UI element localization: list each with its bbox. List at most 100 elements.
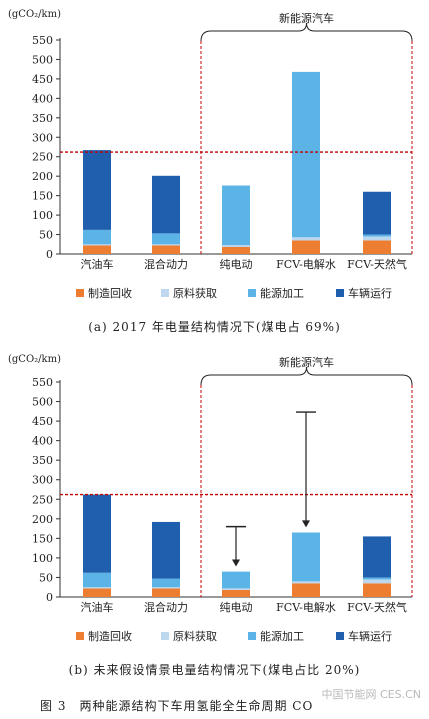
y-tick-label: 500 <box>32 396 53 409</box>
y-tick-label: 250 <box>32 151 53 164</box>
bar-segment <box>83 572 111 588</box>
bar-segment <box>83 150 111 230</box>
y-axis-label: (gCO₂/km) <box>8 354 61 365</box>
x-tick-label: FCV-天然气 <box>347 600 407 614</box>
x-tick-label: FCV-电解水 <box>276 257 336 271</box>
legend-swatch <box>336 289 344 297</box>
x-tick-label: 混合动力 <box>144 600 188 614</box>
bar-segment <box>152 521 180 579</box>
bar-segment <box>83 494 111 573</box>
bar-segment <box>363 240 391 254</box>
bar-segment <box>363 234 391 237</box>
bar-segment <box>83 229 111 245</box>
legend-label: 车辆运行 <box>348 629 392 643</box>
legend-label: 制造回收 <box>88 286 132 300</box>
bar-segment <box>292 581 320 584</box>
ev-group-bracket <box>200 22 413 42</box>
y-axis-label: (gCO₂/km) <box>8 9 61 20</box>
bar-segment <box>363 579 391 584</box>
x-tick-label: FCV-电解水 <box>276 600 336 614</box>
bar-segment <box>83 588 111 597</box>
arrow-head <box>232 559 240 567</box>
bar-segment <box>222 589 250 597</box>
y-tick-label: 450 <box>32 415 53 428</box>
bar-segment <box>222 185 250 246</box>
watermark: 中国节能网 CES.CN <box>321 688 421 701</box>
y-tick-label: 300 <box>32 474 53 487</box>
ev-group-label: 新能源汽车 <box>279 11 334 25</box>
bar-segment <box>83 244 111 246</box>
legend-label: 原料获取 <box>173 286 217 300</box>
bar-segment <box>222 571 250 589</box>
y-tick-label: 0 <box>46 248 53 261</box>
x-tick-label: 混合动力 <box>144 257 188 271</box>
caption-b: (b) 未来假设情景电量结构情况下(煤电占比 20%) <box>68 663 361 677</box>
bar-segment <box>83 245 111 254</box>
x-tick-label: 汽油车 <box>81 600 114 614</box>
y-tick-label: 350 <box>32 112 53 125</box>
legend-swatch <box>161 632 169 640</box>
legend-swatch <box>76 632 84 640</box>
ev-group-label: 新能源汽车 <box>279 355 334 369</box>
y-tick-label: 400 <box>32 92 53 105</box>
bar-segment <box>222 588 250 590</box>
legend-label: 车辆运行 <box>348 286 392 300</box>
y-tick-label: 450 <box>32 73 53 86</box>
y-tick-label: 100 <box>32 209 53 222</box>
ev-group-box <box>200 41 413 254</box>
bar-segment <box>152 588 180 597</box>
legend-label: 原料获取 <box>173 629 217 643</box>
bar-segment <box>363 236 391 241</box>
bar-segment <box>152 245 180 254</box>
y-tick-label: 550 <box>32 34 53 47</box>
legend-swatch <box>76 289 84 297</box>
bar-segment <box>222 245 250 247</box>
bar-segment <box>292 71 320 238</box>
y-tick-label: 50 <box>39 571 53 584</box>
y-tick-label: 500 <box>32 53 53 66</box>
y-tick-label: 200 <box>32 170 53 183</box>
legend-label: 能源加工 <box>260 629 304 643</box>
y-tick-label: 300 <box>32 131 53 144</box>
bar-segment <box>83 587 111 589</box>
x-tick-label: 汽油车 <box>81 257 114 271</box>
bar-segment <box>152 233 180 245</box>
bar-segment <box>222 246 250 254</box>
bar-segment <box>292 240 320 254</box>
x-tick-label: 纯电动 <box>220 601 253 614</box>
legend-swatch <box>248 289 256 297</box>
y-tick-label: 100 <box>32 552 53 565</box>
ev-group-bracket <box>200 366 413 386</box>
y-tick-label: 550 <box>32 376 53 389</box>
bar-segment <box>292 532 320 582</box>
bar-segment <box>152 175 180 234</box>
bar-segment <box>363 577 391 580</box>
y-tick-label: 0 <box>46 591 53 604</box>
y-tick-label: 400 <box>32 435 53 448</box>
legend-label: 能源加工 <box>260 286 304 300</box>
x-tick-label: 纯电动 <box>220 258 253 271</box>
bar-segment <box>152 587 180 589</box>
y-tick-label: 250 <box>32 493 53 506</box>
y-tick-label: 350 <box>32 454 53 467</box>
figure-caption: 图 3 两种能源结构下车用氢能全生命周期 CO <box>40 699 314 713</box>
bar-segment <box>292 237 320 241</box>
bar-segment <box>363 536 391 578</box>
y-tick-label: 150 <box>32 190 53 203</box>
legend-swatch <box>336 632 344 640</box>
x-tick-label: FCV-天然气 <box>347 257 407 271</box>
legend-label: 制造回收 <box>88 629 132 643</box>
arrow-head <box>302 520 310 528</box>
y-tick-label: 200 <box>32 513 53 526</box>
legend-swatch <box>248 632 256 640</box>
y-tick-label: 50 <box>39 229 53 242</box>
bar-segment <box>292 583 320 597</box>
legend-swatch <box>161 289 169 297</box>
caption-a: (a) 2017 年电量结构情况下(煤电占 69%) <box>88 320 341 334</box>
bar-segment <box>152 244 180 246</box>
bar-segment <box>152 578 180 588</box>
ev-group-box <box>200 385 413 597</box>
y-tick-label: 150 <box>32 532 53 545</box>
bar-segment <box>363 583 391 597</box>
